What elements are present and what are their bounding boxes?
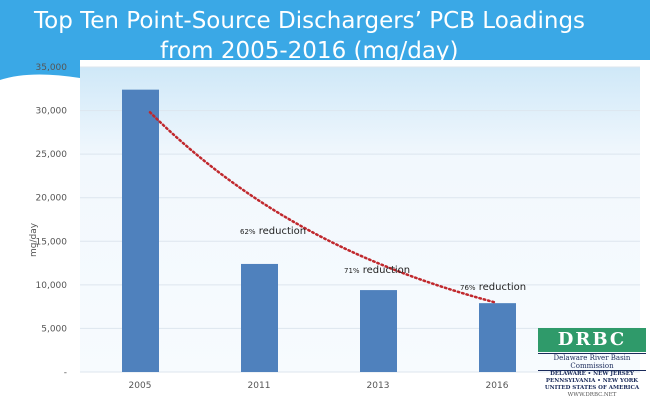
chart-title-line2: from 2005-2016 (mg/day): [160, 38, 459, 64]
y-tick-label: 25,000: [36, 150, 68, 160]
logo-states-3: UNITED STATES OF AMERICA: [544, 385, 640, 391]
drbc-logo: DRBC Delaware River Basin Commission DEL…: [538, 328, 646, 398]
y-axis-label: mg/day: [29, 222, 39, 257]
annotation-text: reduction: [360, 265, 411, 276]
logo-mark: DRBC: [538, 328, 646, 352]
y-tick-label: -: [64, 368, 67, 378]
y-tick-label: 5,000: [41, 324, 67, 334]
bar-2016: [479, 303, 516, 372]
y-tick-label: 35,000: [36, 63, 68, 73]
x-tick-label: 2005: [129, 381, 152, 391]
annotation-text: reduction: [256, 226, 307, 237]
bar-2005: [122, 89, 159, 373]
annotation-percent: 76%: [460, 284, 476, 292]
x-tick-label: 2011: [248, 381, 271, 391]
trendline: [148, 110, 498, 304]
y-tick-label: 10,000: [36, 281, 68, 291]
annotation: 71% reduction: [344, 265, 410, 276]
bar-2011: [241, 263, 278, 372]
bar-2013: [360, 290, 397, 372]
annotation: 76% reduction: [460, 282, 526, 293]
y-tick-label: 30,000: [36, 107, 68, 117]
annotation-text: reduction: [476, 282, 527, 293]
logo-url: WWW.DRBC.NET: [567, 392, 617, 398]
logo-states-1: DELAWARE • NEW JERSEY: [550, 371, 634, 377]
logo-name: Delaware River Basin Commission: [538, 353, 646, 371]
title-banner: [0, 0, 650, 80]
chart-title-line1: Top Ten Point-Source Dischargers’ PCB Lo…: [34, 8, 586, 34]
annotation: 62% reduction: [240, 226, 306, 237]
annotation-percent: 62%: [240, 228, 256, 236]
annotation-percent: 71%: [344, 267, 360, 275]
x-tick-label: 2013: [367, 381, 390, 391]
y-tick-label: 20,000: [36, 194, 68, 204]
y-tick-label: 15,000: [36, 237, 68, 247]
x-tick-label: 2016: [486, 381, 509, 391]
logo-states-2: PENNSYLVANIA • NEW YORK: [545, 378, 639, 384]
